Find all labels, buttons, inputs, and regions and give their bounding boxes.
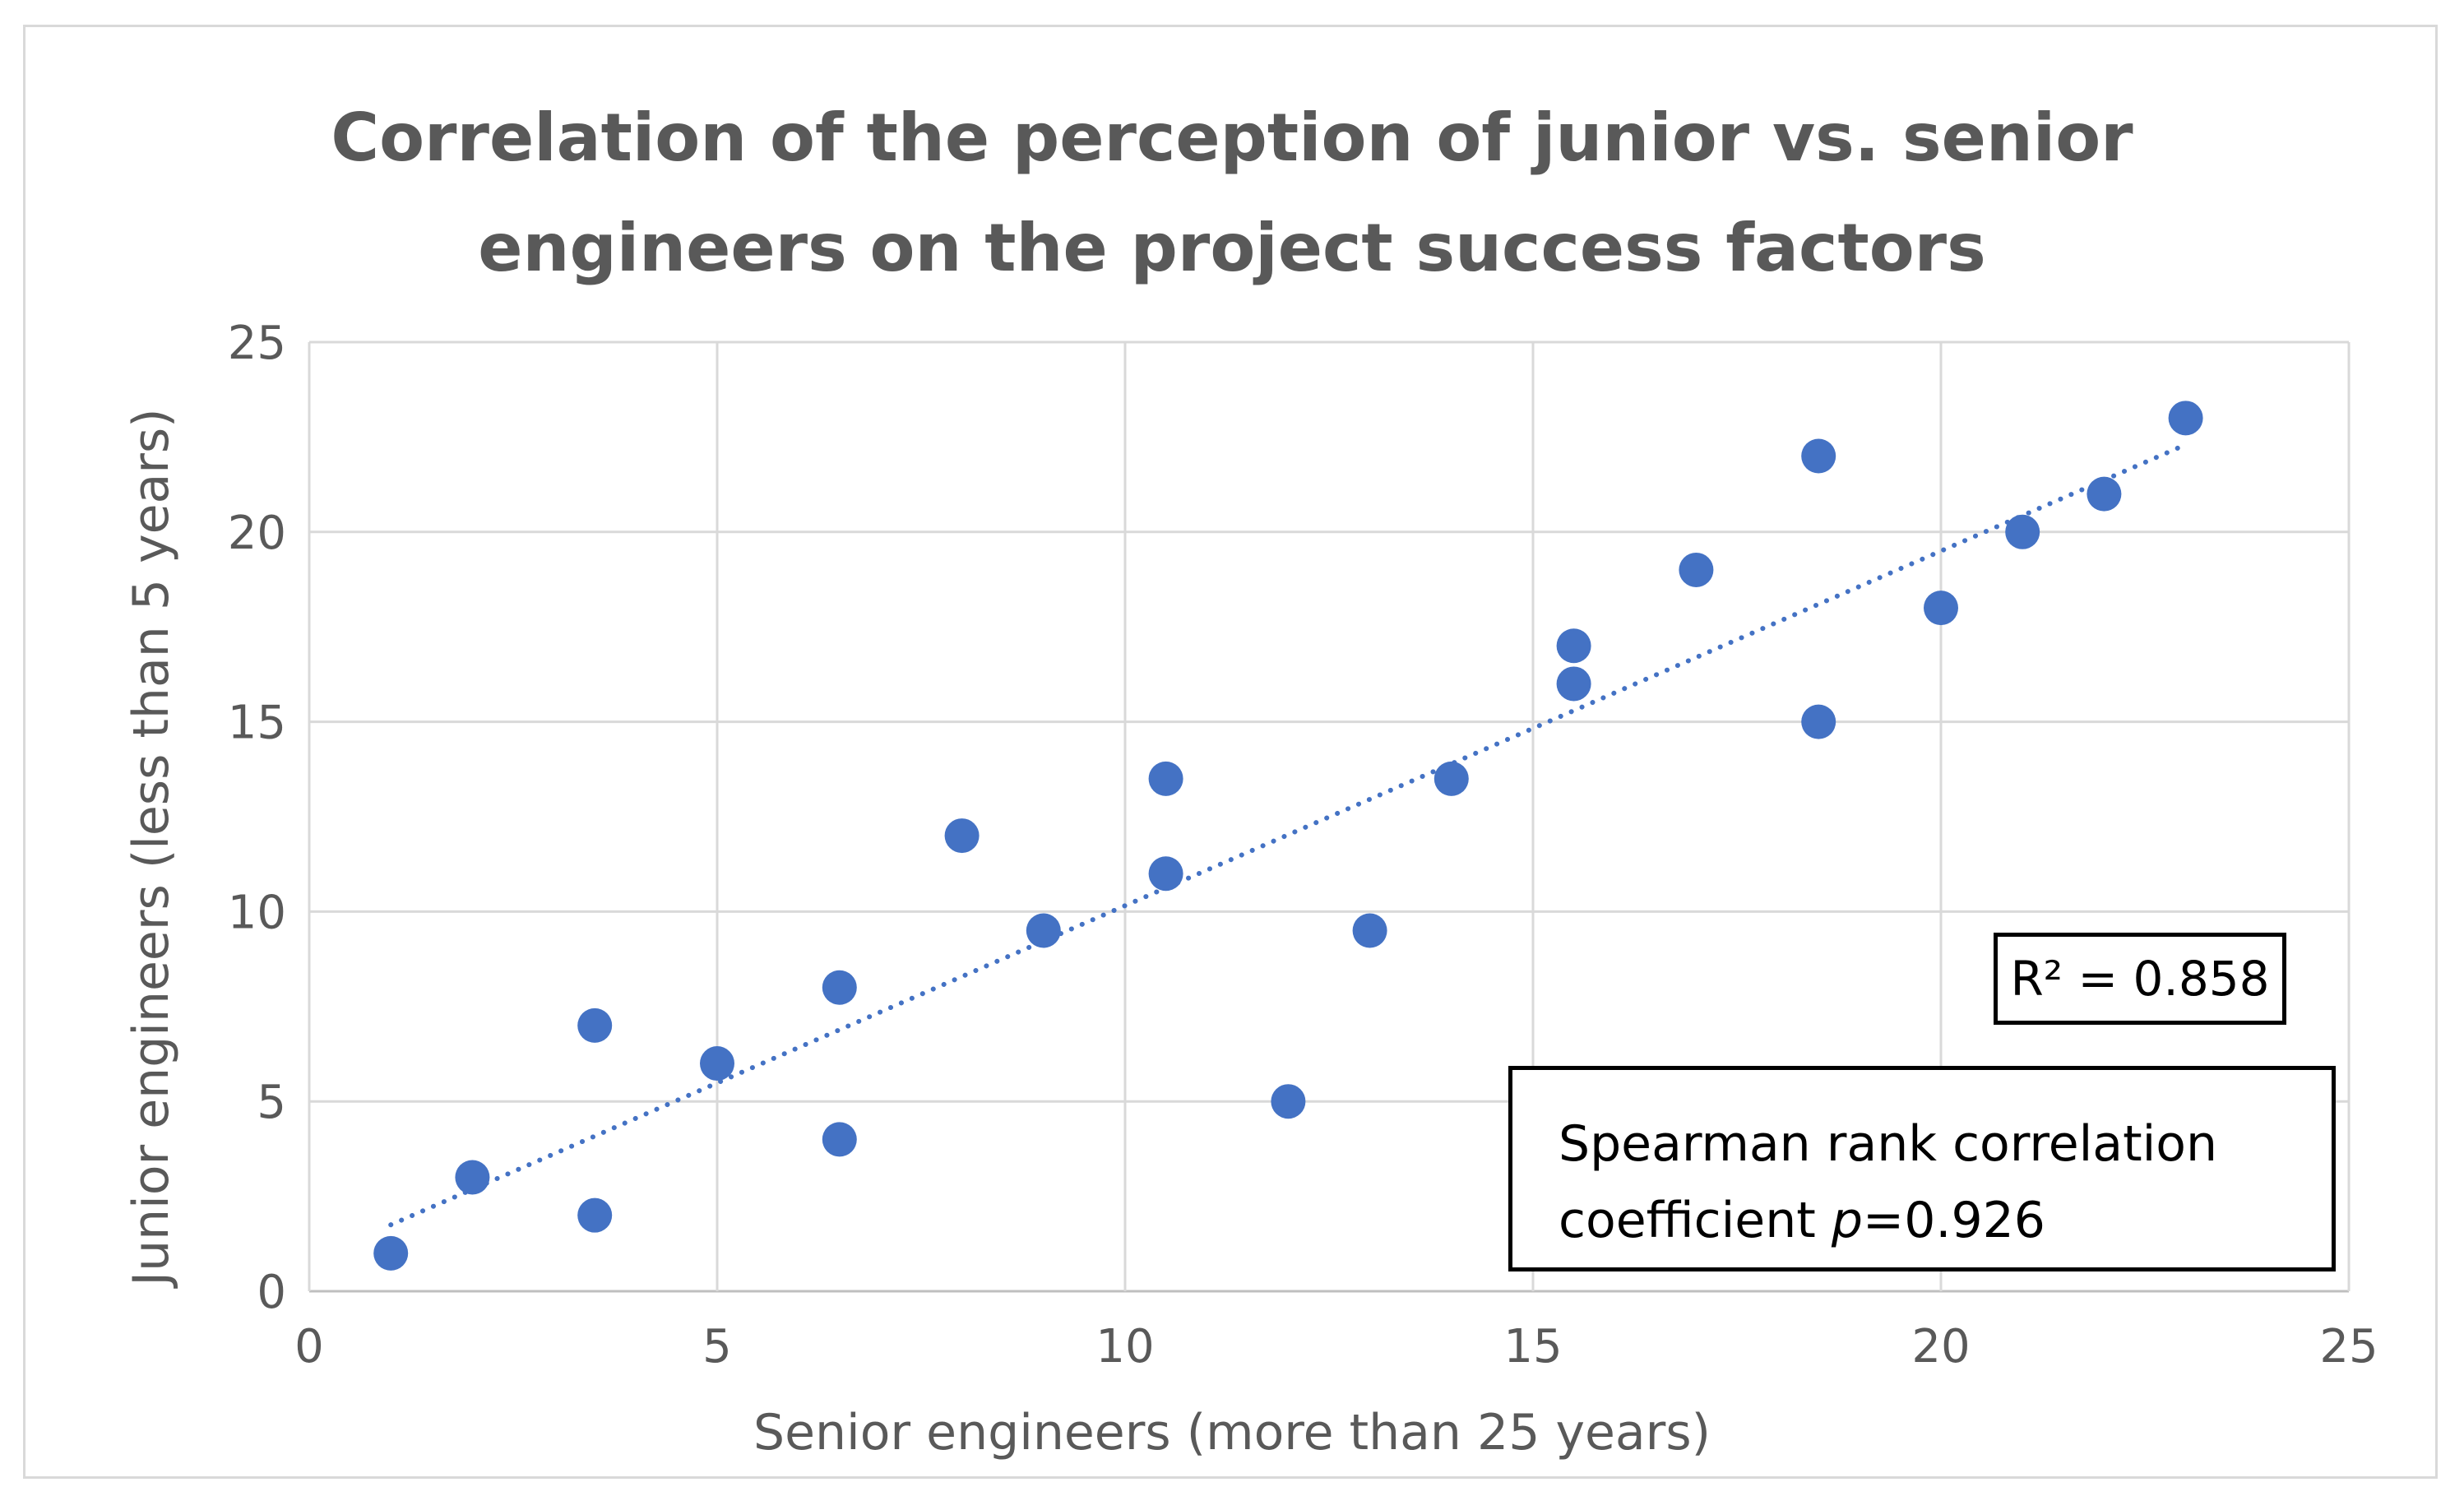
- data-point: [1556, 628, 1591, 664]
- data-point: [1801, 438, 1836, 474]
- r-squared-label: R² = 0.858: [1994, 933, 2286, 1025]
- data-point: [2168, 401, 2203, 436]
- chart-title-line-1: Correlation of the perception of junior …: [331, 100, 2133, 176]
- x-tick-label: 10: [1095, 1320, 1154, 1373]
- gridlines: [308, 340, 2351, 1293]
- x-tick-label: 5: [702, 1320, 732, 1373]
- y-axis-title: Junior engineers (less than 5 years): [123, 408, 180, 1286]
- data-point: [1026, 913, 1061, 948]
- data-point: [1801, 704, 1836, 739]
- x-tick-label: 20: [1911, 1320, 1970, 1373]
- chart-title-line-2: engineers on the project success factors: [478, 210, 1986, 286]
- y-tick-label: 5: [257, 1076, 286, 1129]
- y-tick-label: 10: [228, 886, 286, 939]
- data-point: [2005, 514, 2040, 549]
- y-tick-label: 20: [228, 507, 286, 560]
- data-point: [2087, 476, 2122, 512]
- data-point: [1433, 761, 1469, 796]
- trendline: [388, 442, 2188, 1228]
- data-point: [1271, 1084, 1306, 1119]
- spearman-prefix: coefficient: [1559, 1192, 1832, 1249]
- data-point: [1556, 666, 1591, 702]
- data-point: [822, 970, 857, 1005]
- data-point: [1148, 761, 1183, 796]
- tick-labels: 0 5 10 15 20 25 0 5 10 15 20 25: [228, 317, 2378, 1373]
- data-point: [455, 1160, 490, 1195]
- x-axis-title: Senior engineers (more than 25 years): [753, 1404, 1711, 1461]
- spearman-line-1: Spearman rank correlation: [1559, 1115, 2218, 1173]
- data-point: [1148, 856, 1183, 892]
- data-point: [822, 1122, 857, 1157]
- data-point: [373, 1235, 409, 1271]
- spearman-symbol: p: [1831, 1192, 1863, 1249]
- data-point: [577, 1007, 613, 1043]
- spearman-annotation: Spearman rank correlation coefficient p=…: [1508, 1066, 2336, 1271]
- spearman-line-2: coefficient p=0.926: [1559, 1183, 2332, 1259]
- data-point: [700, 1046, 734, 1082]
- y-tick-label: 0: [257, 1266, 286, 1319]
- y-tick-label: 15: [228, 697, 286, 750]
- data-point: [577, 1197, 613, 1233]
- data-point: [1679, 552, 1714, 587]
- y-tick-label: 25: [228, 317, 286, 370]
- data-point: [1924, 591, 1958, 626]
- data-point: [1352, 913, 1387, 948]
- x-tick-label: 15: [1503, 1320, 1562, 1373]
- data-points: [373, 401, 2203, 1271]
- x-tick-label: 25: [2319, 1320, 2378, 1373]
- x-tick-label: 0: [294, 1320, 324, 1373]
- spearman-value: =0.926: [1862, 1192, 2045, 1249]
- data-point: [944, 818, 980, 854]
